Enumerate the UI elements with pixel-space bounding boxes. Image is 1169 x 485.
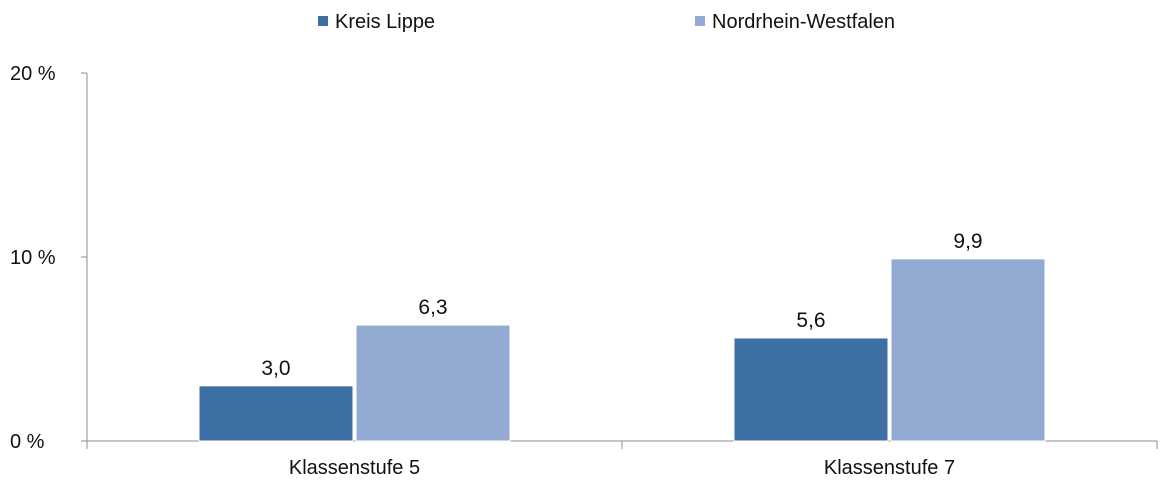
- y-tick-label: 10 %: [10, 247, 56, 269]
- legend: Kreis Lippe Nordrhein-Westfalen: [318, 11, 895, 33]
- bars: [198, 258, 1046, 442]
- data-labels: 3,0 6,3 5,6 9,9: [261, 230, 982, 380]
- bar: [355, 324, 511, 442]
- data-label: 5,6: [796, 309, 825, 332]
- y-tick-label: 20 %: [10, 63, 56, 85]
- bar: [890, 258, 1046, 442]
- bar: [733, 337, 889, 442]
- x-tick-label: Klassenstufe 5: [289, 457, 420, 479]
- legend-swatch-2: [695, 16, 705, 26]
- data-label: 3,0: [261, 357, 290, 380]
- data-label: 9,9: [953, 230, 982, 253]
- legend-label-2: Nordrhein-Westfalen: [712, 11, 895, 33]
- y-tick-label: 0 %: [10, 431, 45, 453]
- y-axis: 0 % 10 % 20 %: [10, 63, 88, 453]
- x-tick-label: Klassenstufe 7: [824, 457, 955, 479]
- legend-swatch-1: [318, 16, 328, 26]
- legend-label-1: Kreis Lippe: [335, 11, 435, 33]
- bar: [198, 385, 354, 442]
- data-label: 6,3: [418, 296, 447, 319]
- x-axis: Klassenstufe 5 Klassenstufe 7: [86, 440, 1158, 479]
